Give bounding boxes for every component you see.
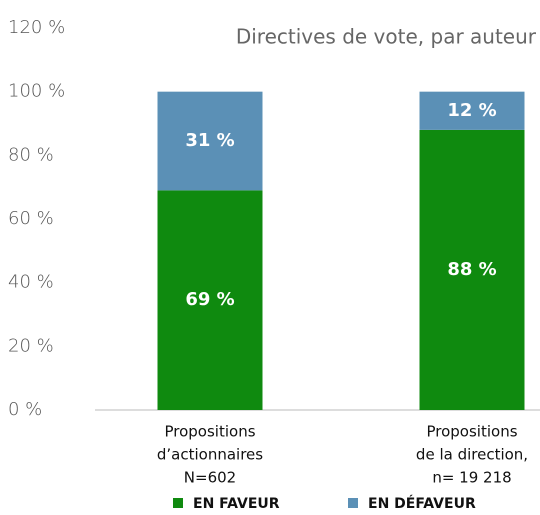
x-tick-label: Propositions <box>426 423 517 441</box>
value-label: 69 % <box>185 289 234 310</box>
y-tick-label: 20 % <box>8 335 54 356</box>
x-tick-label: n= 19 218 <box>432 469 511 487</box>
x-tick-label: Propositions <box>164 423 255 441</box>
legend-label: EN DÉFAVEUR <box>368 495 476 512</box>
y-tick-label: 0 % <box>8 399 42 420</box>
y-tick-label: 120 % <box>8 17 65 38</box>
legend-swatch <box>348 498 358 508</box>
bar-segment <box>157 91 263 191</box>
bar-segment <box>419 91 525 130</box>
y-tick-label: 100 % <box>8 81 65 102</box>
x-tick-label: de la direction, <box>416 446 528 464</box>
chart-title: Directives de vote, par auteur <box>236 25 537 49</box>
x-tick-label: d’actionnaires <box>157 446 263 464</box>
y-tick-label: 80 % <box>8 144 54 165</box>
x-tick-label: N=602 <box>184 469 236 487</box>
y-tick-label: 40 % <box>8 272 54 293</box>
value-label: 31 % <box>185 130 234 151</box>
value-label: 12 % <box>447 100 496 121</box>
bar-segment <box>419 129 525 410</box>
value-label: 88 % <box>447 259 496 280</box>
legend-swatch <box>173 498 183 508</box>
legend-label: EN FAVEUR <box>193 496 280 512</box>
y-tick-label: 60 % <box>8 208 54 229</box>
bar-segment <box>157 190 263 410</box>
